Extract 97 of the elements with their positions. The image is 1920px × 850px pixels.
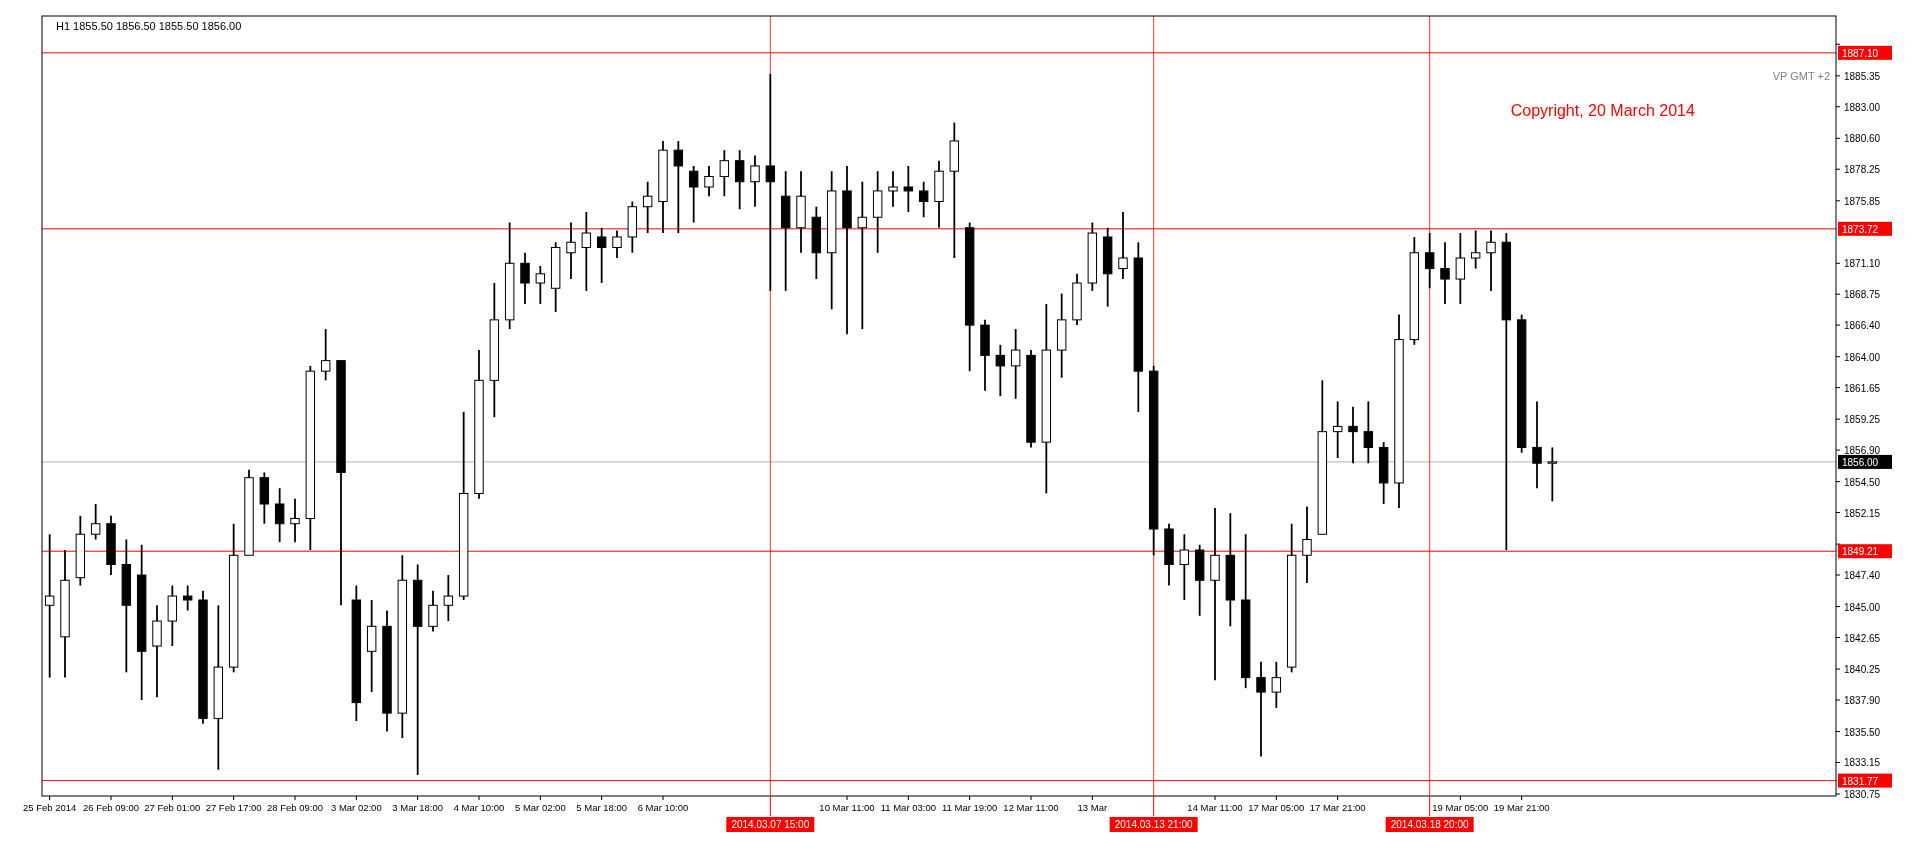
ref-line-label: 1831.77 (1842, 775, 1879, 787)
candlestick (719, 149, 730, 198)
x-tick-label: 2014.03.07 15:00 (731, 819, 810, 830)
y-tick-label: 1871.10 (1844, 258, 1881, 270)
x-tick-label: 5 Mar 02:00 (514, 802, 566, 813)
y-tick-label: 1868.75 (1844, 289, 1881, 301)
candlestick (1118, 211, 1128, 280)
candlestick (995, 343, 1006, 398)
x-tick-label: 17 Mar 05:00 (1248, 802, 1305, 813)
x-tick-label: 3 Mar 18:00 (392, 802, 444, 813)
candlestick (1424, 232, 1435, 290)
candlestick (765, 72, 776, 292)
x-tick-label: 28 Feb 09:00 (267, 802, 323, 813)
candlestick (182, 584, 193, 612)
ref-line-label: 1887.10 (1842, 47, 1879, 59)
candlestick (443, 574, 454, 622)
y-tick-label: 1845.00 (1844, 601, 1881, 613)
candlestick (918, 180, 929, 219)
candlestick (688, 165, 699, 224)
candlestick (1486, 229, 1496, 292)
candlestick (1348, 405, 1358, 465)
y-tick-label: 1875.85 (1844, 195, 1881, 207)
y-tick-label: 1885.35 (1844, 70, 1881, 82)
candlestick (734, 149, 745, 211)
x-tick-label: 11 Mar 19:00 (942, 802, 998, 813)
y-tick-label: 1840.25 (1844, 664, 1881, 676)
y-tick-label: 1856.90 (1844, 445, 1881, 457)
candlestick (673, 140, 684, 234)
ref-line-label: 1873.72 (1842, 223, 1879, 235)
candlestick (750, 154, 760, 208)
candlestick (274, 487, 285, 544)
x-tick-label: 3 Mar 02:00 (330, 802, 382, 813)
candlestick (857, 180, 868, 330)
y-tick-label: 1854.50 (1844, 476, 1881, 488)
y-tick-label: 1878.25 (1844, 164, 1881, 176)
x-tick-label: 4 Mar 10:00 (453, 802, 505, 813)
candlestick (1010, 328, 1021, 400)
x-tick-label: 27 Feb 17:00 (205, 802, 262, 813)
x-tick-label: 25 Feb 2014 (22, 802, 77, 813)
x-tick-label: 10 Mar 11:00 (819, 802, 875, 813)
y-tick-label: 1864.00 (1844, 351, 1881, 363)
x-tick-label: 2014.03.13 21:00 (1114, 819, 1194, 830)
y-tick-label: 1880.60 (1844, 133, 1881, 145)
candlestick (290, 497, 300, 544)
candlestick (1271, 660, 1282, 709)
candlestick (535, 265, 546, 305)
candlestick (581, 211, 592, 292)
y-tick-label: 1842.65 (1844, 632, 1881, 644)
candlestick (44, 533, 55, 679)
candlestick (1302, 505, 1312, 584)
x-tick-label: 19 Mar 21:00 (1493, 802, 1550, 813)
y-tick-label: 1830.75 (1844, 789, 1881, 801)
x-tick-label: 14 Mar 11:00 (1187, 802, 1243, 813)
candlestick (612, 229, 622, 259)
ref-line-label: 1849.21 (1842, 546, 1879, 558)
ref-line-label: 1856.00 (1842, 456, 1879, 468)
candlestick (1470, 229, 1481, 270)
candlestick (1547, 446, 1558, 503)
x-tick-label: 26 Feb 09:00 (83, 802, 139, 813)
candlestick (1332, 400, 1343, 459)
candlestick (566, 221, 576, 280)
y-tick-label: 1847.40 (1844, 570, 1881, 582)
candlestick (903, 165, 914, 213)
y-tick-label: 1866.40 (1844, 320, 1881, 332)
y-tick-label: 1883.00 (1844, 101, 1881, 113)
y-tick-label: 1833.15 (1844, 757, 1881, 769)
candlestick (1256, 660, 1266, 758)
candlestick (90, 503, 101, 541)
y-tick-label: 1861.65 (1844, 382, 1881, 394)
candlestick (428, 589, 438, 633)
annotation: VP GMT +2 (1772, 70, 1830, 82)
candlestick (320, 328, 331, 382)
x-tick-label: 2014.03.18 20:00 (1390, 819, 1470, 830)
candlestick (888, 170, 898, 208)
annotation: Copyright, 20 March 2014 (1510, 102, 1695, 119)
candlestick (520, 251, 530, 305)
candlestick (1179, 533, 1190, 601)
y-tick-label: 1859.25 (1844, 414, 1881, 426)
x-tick-label: 11 Mar 03:00 (880, 802, 936, 813)
candlestick (1455, 232, 1466, 305)
x-tick-label: 13 Mar (1077, 802, 1108, 813)
candlestick (704, 165, 714, 198)
candlestick (1532, 400, 1542, 490)
candlestick (1440, 241, 1450, 305)
y-tick-label: 1852.15 (1844, 507, 1881, 519)
x-tick-label: 19 Mar 05:00 (1432, 802, 1489, 813)
x-tick-label: 17 Mar 21:00 (1309, 802, 1366, 813)
x-tick-label: 12 Mar 11:00 (1003, 802, 1059, 813)
y-tick-label: 1837.90 (1844, 694, 1881, 706)
chart-title: H1 1855.50 1856.50 1855.50 1856.00 (56, 20, 242, 32)
x-tick-label: 27 Feb 01:00 (144, 802, 201, 813)
y-tick-label: 1835.50 (1844, 726, 1881, 738)
x-tick-label: 6 Mar 10:00 (637, 802, 689, 813)
candlestick (1363, 400, 1374, 465)
x-tick-label: 5 Mar 18:00 (576, 802, 628, 813)
candlestick (642, 180, 653, 234)
candlestick (596, 226, 607, 284)
